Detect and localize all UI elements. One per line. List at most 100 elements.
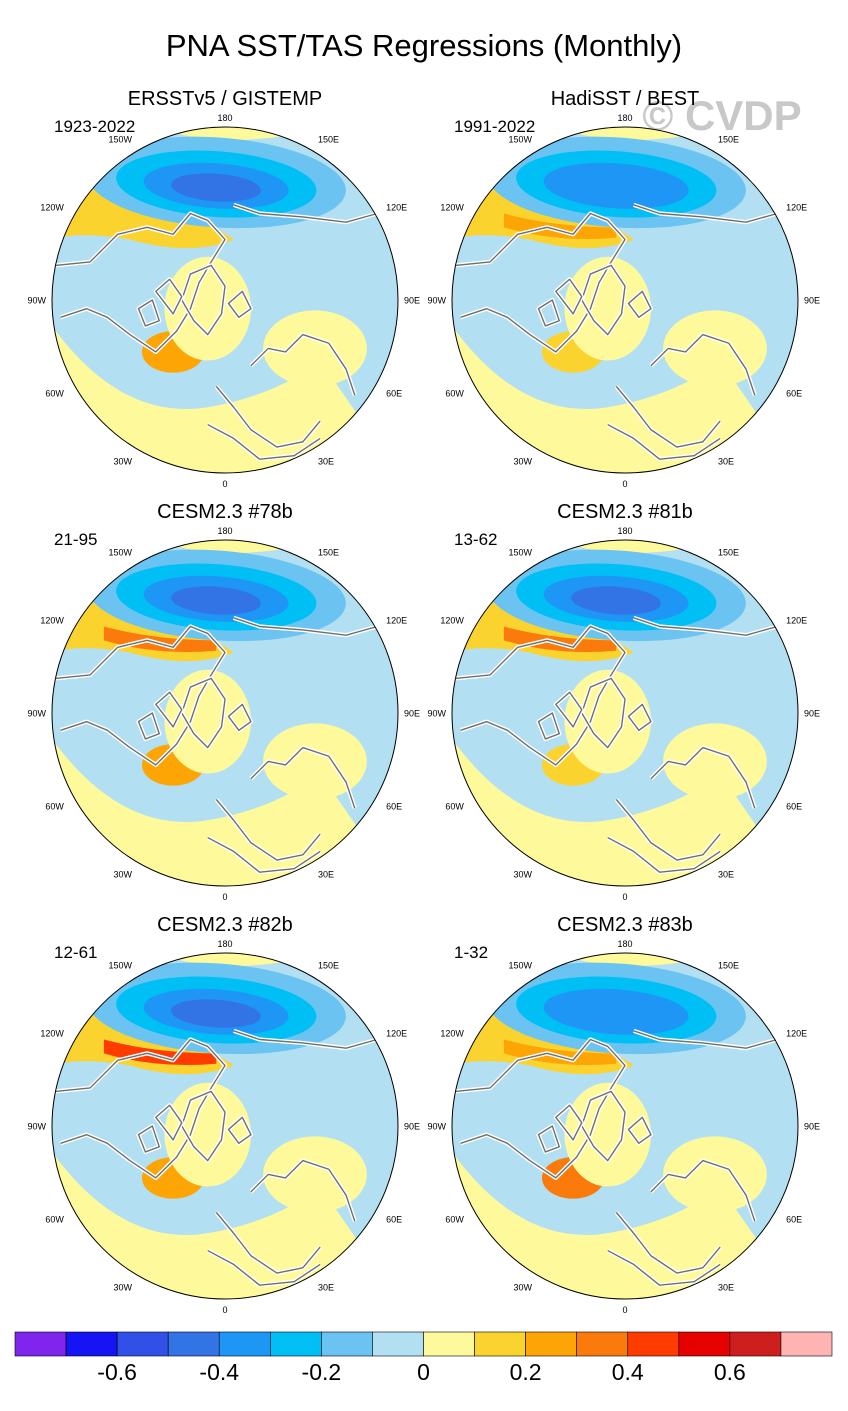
coastline bbox=[181, 677, 226, 749]
longitude-label: 30W bbox=[513, 870, 532, 880]
longitude-label: 120E bbox=[786, 1029, 807, 1039]
field-contour-warm-atlantic bbox=[663, 310, 767, 387]
coastline bbox=[537, 1104, 652, 1153]
panel-period: 12-61 bbox=[54, 943, 97, 962]
panel-title: ERSSTv5 / GISTEMP bbox=[128, 88, 322, 110]
longitude-label: 60W bbox=[445, 802, 464, 812]
field-contour-warm-rim bbox=[52, 738, 398, 886]
field-contour-cold bbox=[571, 586, 661, 615]
colorbar-box bbox=[729, 1331, 782, 1357]
colorbar-box bbox=[116, 1331, 169, 1357]
map-panel: 180 150E 120E 90E 60E 30E 0 30W 60W 90W 120W 150W ER… bbox=[27, 88, 420, 489]
coastline bbox=[137, 278, 252, 327]
longitude-label: 30W bbox=[113, 1283, 132, 1293]
field-contour-warm-rim bbox=[452, 325, 798, 473]
longitude-label: 90E bbox=[804, 709, 820, 719]
longitude-label: 120W bbox=[440, 616, 464, 626]
colorbar-box bbox=[423, 1331, 475, 1357]
map-panel: 180 150E 120E 90E 60E 30E 0 30W 60W 90W 120W 150W CE… bbox=[27, 501, 420, 902]
longitude-label: 60E bbox=[386, 1215, 402, 1225]
field-contour-cold bbox=[571, 999, 661, 1028]
watermark: © CVDP bbox=[642, 92, 801, 139]
field-contour-warm-atlantic bbox=[263, 723, 367, 800]
longitude-label: 150E bbox=[318, 547, 339, 557]
longitude-label: 120E bbox=[386, 616, 407, 626]
longitude-label: 90E bbox=[404, 296, 420, 306]
panel-period: 1923-2022 bbox=[54, 117, 135, 136]
field-contour-cold bbox=[171, 586, 261, 615]
coastline bbox=[55, 212, 226, 353]
coastline bbox=[581, 264, 626, 336]
regression-field bbox=[452, 953, 798, 1299]
longitude-label: 0 bbox=[622, 479, 627, 489]
longitude-label: 150E bbox=[318, 960, 339, 970]
panel-title: CESM2.3 #78b bbox=[157, 501, 293, 523]
longitude-label: 60W bbox=[45, 389, 64, 399]
field-contour-cold bbox=[171, 999, 261, 1028]
longitude-label: 30W bbox=[113, 457, 132, 467]
colorbar-box bbox=[218, 1331, 271, 1357]
field-contour-warm-atlantic bbox=[663, 1136, 767, 1213]
longitude-label: 120E bbox=[386, 1029, 407, 1039]
coastline bbox=[455, 212, 626, 353]
coastlines bbox=[55, 1028, 395, 1288]
map-border bbox=[451, 952, 799, 1300]
map-border bbox=[51, 952, 399, 1300]
colorbar-box bbox=[678, 1331, 731, 1357]
longitude-label: 120W bbox=[40, 616, 64, 626]
field-contour-warm-atlantic bbox=[663, 723, 767, 800]
longitude-label: 30E bbox=[318, 870, 334, 880]
longitude-label: 0 bbox=[222, 892, 227, 902]
longitude-label: 0 bbox=[622, 1305, 627, 1315]
colorbar-tick-label: 0.2 bbox=[510, 1359, 542, 1385]
colorbar-tick-label: 0 bbox=[417, 1359, 430, 1385]
longitude-label: 120E bbox=[386, 203, 407, 213]
panel-period: 13-62 bbox=[454, 530, 497, 549]
colorbar-box bbox=[14, 1331, 67, 1357]
longitude-label: 120W bbox=[40, 203, 64, 213]
regression-field bbox=[52, 540, 398, 886]
colorbar-box bbox=[627, 1331, 680, 1357]
figure-title: PNA SST/TAS Regressions (Monthly) bbox=[166, 28, 682, 63]
longitude-label: 0 bbox=[222, 479, 227, 489]
coastline bbox=[455, 1038, 626, 1179]
longitude-label: 0 bbox=[622, 892, 627, 902]
colorbar-tick-label: 0.6 bbox=[714, 1359, 746, 1385]
longitude-label: 150W bbox=[508, 960, 532, 970]
colorbar-box bbox=[270, 1331, 322, 1357]
longitude-label: 90W bbox=[427, 1122, 446, 1132]
longitude-label: 30W bbox=[113, 870, 132, 880]
coastline bbox=[607, 836, 721, 873]
longitude-label: 180 bbox=[617, 526, 632, 536]
field-contour-warm-atlantic bbox=[263, 310, 367, 387]
map-border bbox=[451, 539, 799, 887]
map-panel: 180 150E 120E 90E 60E 30E 0 30W 60W 90W 120W 150W CE… bbox=[427, 914, 820, 1315]
longitude-label: 90W bbox=[27, 709, 46, 719]
field-contour-cold bbox=[171, 173, 261, 202]
longitude-label: 180 bbox=[617, 113, 632, 123]
map-panel: 180 150E 120E 90E 60E 30E 0 30W 60W 90W 120W 150W CE… bbox=[427, 501, 820, 902]
panel-period: 1991-2022 bbox=[454, 117, 535, 136]
coastline bbox=[581, 1090, 626, 1162]
coastline bbox=[607, 1249, 721, 1286]
longitude-label: 120W bbox=[40, 1029, 64, 1039]
coastline bbox=[137, 691, 252, 740]
longitude-label: 30E bbox=[718, 870, 734, 880]
longitude-label: 30E bbox=[318, 1283, 334, 1293]
field-contour-warm-rim bbox=[52, 1151, 398, 1299]
map-panel: 180 150E 120E 90E 60E 30E 0 30W 60W 90W 120W 150W CE… bbox=[27, 914, 420, 1315]
colorbar: -0.6 -0.4 -0.2 0 0.2 0.4 0.6 bbox=[14, 1331, 833, 1385]
coastline bbox=[181, 264, 226, 336]
regression-field bbox=[52, 953, 398, 1299]
longitude-label: 90W bbox=[427, 709, 446, 719]
longitude-label: 90W bbox=[27, 296, 46, 306]
colorbar-tick-label: -0.2 bbox=[302, 1359, 342, 1385]
coastline bbox=[537, 691, 652, 740]
longitude-label: 150E bbox=[718, 547, 739, 557]
longitude-label: 60W bbox=[45, 1215, 64, 1225]
coastline bbox=[207, 423, 321, 460]
panel-period: 21-95 bbox=[54, 530, 97, 549]
longitude-label: 150W bbox=[508, 547, 532, 557]
colorbar-box bbox=[780, 1331, 833, 1357]
field-contour-warm-atlantic bbox=[263, 1136, 367, 1213]
